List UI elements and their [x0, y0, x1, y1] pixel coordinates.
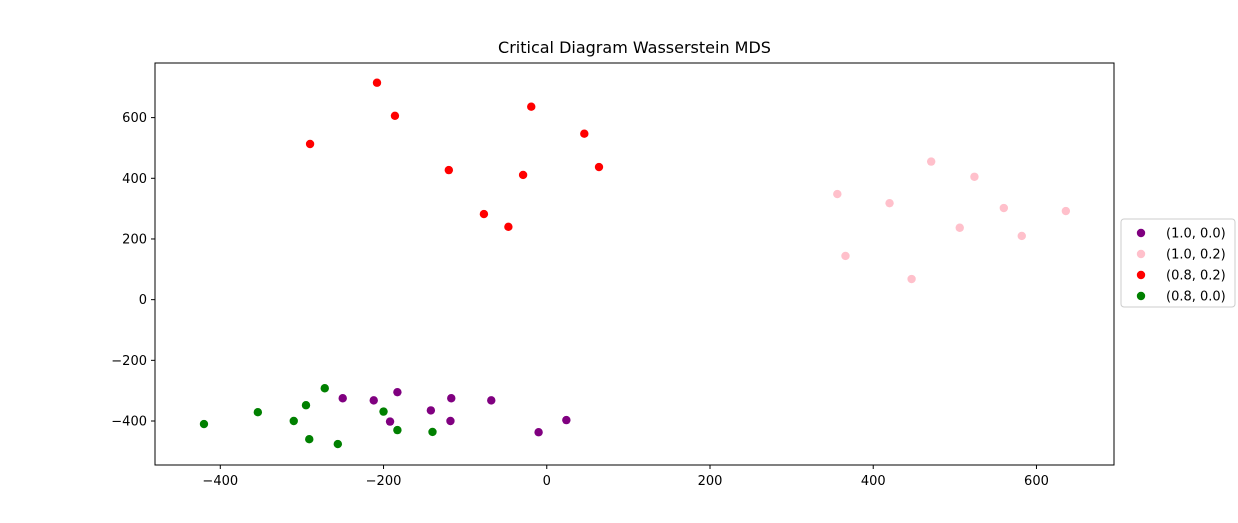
data-point: [833, 189, 842, 199]
legend-marker: [1136, 291, 1146, 301]
data-point: [199, 419, 209, 429]
series-2: [833, 157, 1071, 284]
data-point: [534, 428, 543, 437]
data-point: [305, 435, 314, 444]
y-tick-label: −400: [111, 415, 147, 430]
series-1: [338, 387, 571, 437]
data-point: [527, 102, 536, 111]
y-tick-label: 0: [139, 293, 147, 308]
legend-box: [1120, 218, 1236, 308]
data-point: [1061, 206, 1071, 216]
data-point: [393, 425, 402, 435]
y-tick-label: 600: [122, 111, 147, 126]
data-point: [253, 408, 263, 417]
data-point: [487, 396, 496, 405]
y-tick-label: −200: [111, 354, 147, 369]
data-point: [504, 222, 513, 232]
legend: (1.0, 0.0) (1.0, 0.2) (0.8, 0.2) (0.8, 0.0): [1120, 218, 1236, 308]
data-point: [518, 170, 528, 180]
data-point: [289, 416, 298, 426]
x-tick-label: 600: [1024, 474, 1049, 489]
legend-label: (0.8, 0.2): [1166, 269, 1226, 284]
data-point: [390, 111, 400, 120]
data-point: [301, 401, 311, 410]
data-point: [479, 209, 489, 219]
series-3: [305, 78, 604, 232]
data-point: [885, 198, 894, 208]
legend-marker: [1136, 270, 1146, 280]
x-tick-label: 400: [861, 474, 886, 489]
x-tick-label: 200: [698, 474, 723, 489]
data-point: [926, 157, 936, 166]
data-point: [1017, 231, 1026, 241]
x-tick-label: −400: [202, 474, 238, 489]
y-tick-label: 400: [122, 172, 147, 187]
legend-marker: [1136, 228, 1146, 238]
legend-label: (1.0, 0.0): [1166, 227, 1226, 242]
plot-frame: [154, 62, 1115, 466]
data-point: [385, 417, 395, 426]
data-point: [320, 384, 329, 393]
x-tick-label: 0: [543, 474, 551, 489]
data-point: [305, 139, 315, 149]
data-point: [338, 394, 347, 403]
legend-label: (0.8, 0.0): [1166, 290, 1226, 305]
data-point: [379, 407, 388, 416]
legend-marker: [1136, 249, 1146, 259]
data-point: [841, 251, 850, 261]
series-4: [199, 384, 437, 449]
data-point: [369, 396, 378, 405]
plot-area: [199, 78, 1071, 449]
data-point: [393, 387, 402, 397]
data-point: [594, 162, 604, 172]
data-point: [446, 416, 455, 426]
data-point: [428, 427, 437, 437]
data-point: [333, 439, 343, 449]
data-point: [999, 203, 1009, 213]
data-point: [970, 172, 979, 181]
legend-label: (1.0, 0.2): [1166, 248, 1226, 263]
y-tick-label: 200: [122, 232, 147, 247]
axes: −400 −200 0 200 400 600 −400 −200 0 200 400 600: [111, 62, 1115, 489]
data-point: [447, 394, 456, 403]
data-point: [955, 223, 964, 232]
chart-title: Critical Diagram Wasserstein MDS: [498, 38, 771, 57]
data-point: [372, 78, 382, 87]
data-point: [426, 406, 436, 415]
data-point: [907, 274, 916, 284]
data-point: [444, 165, 454, 175]
data-point: [562, 415, 571, 425]
data-point: [580, 129, 589, 138]
x-tick-label: −200: [366, 474, 402, 489]
